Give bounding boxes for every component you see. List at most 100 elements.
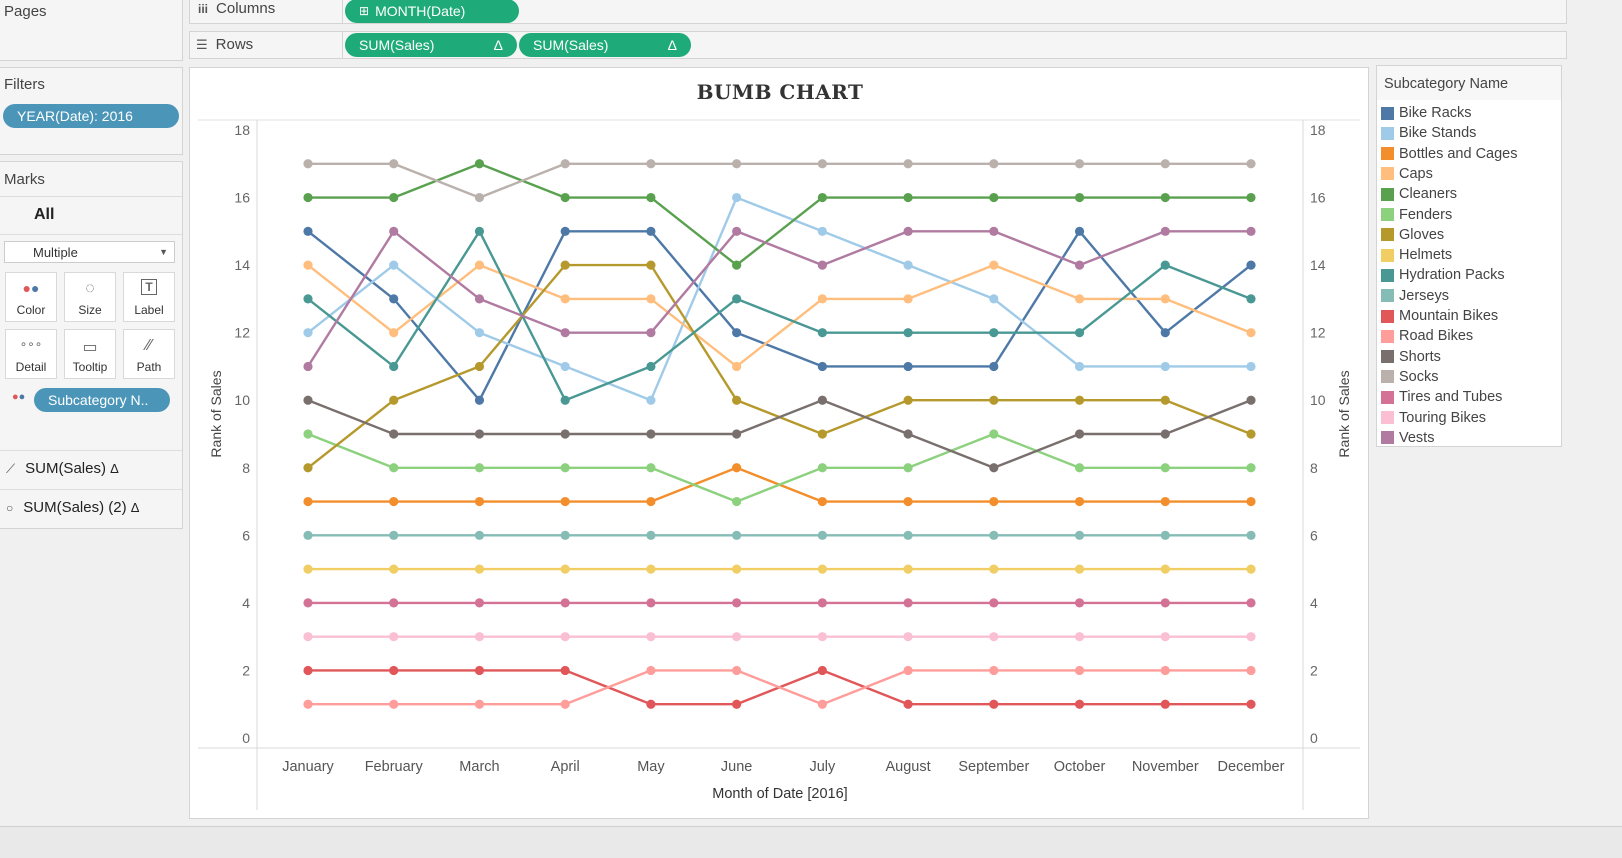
- data-point: [989, 564, 999, 574]
- legend-item[interactable]: Hydration Packs: [1381, 266, 1505, 284]
- size-button[interactable]: ◌ Size: [64, 272, 116, 322]
- data-point: [303, 294, 313, 304]
- rows-pill-sum-sales-1[interactable]: SUM(Sales) Δ: [345, 33, 517, 57]
- data-point: [560, 530, 570, 540]
- data-point: [646, 260, 656, 270]
- data-point: [732, 699, 742, 709]
- color-legend: Subcategory Name Bike Racks Bike Stands Bo…: [1376, 65, 1562, 447]
- legend-item[interactable]: Road Bikes: [1381, 327, 1473, 345]
- filter-pill-year[interactable]: YEAR(Date): 2016: [3, 104, 179, 128]
- data-point: [817, 632, 827, 642]
- columns-pill-month[interactable]: ⊞ MONTH(Date): [345, 0, 519, 23]
- columns-shelf[interactable]: iii Columns ⊞ MONTH(Date): [189, 0, 1567, 24]
- mark-type-select[interactable]: Multiple ▼: [4, 241, 175, 263]
- data-point: [989, 395, 999, 405]
- detail-icon: ∘∘∘: [19, 337, 43, 351]
- legend-item-label: Fenders: [1399, 206, 1453, 223]
- data-point: [389, 226, 399, 236]
- legend-item[interactable]: Fenders: [1381, 206, 1452, 224]
- path-button-label: Path: [136, 360, 162, 374]
- x-tick-label: February: [365, 759, 424, 775]
- pages-card: Pages: [0, 0, 183, 61]
- legend-item[interactable]: Socks: [1381, 368, 1439, 386]
- color-button[interactable]: ●● Color: [5, 272, 57, 322]
- series-line-cleaners: [308, 162, 1251, 267]
- data-point: [560, 260, 570, 270]
- data-point: [560, 361, 570, 372]
- data-point: [732, 395, 742, 405]
- legend-item[interactable]: Caps: [1381, 165, 1433, 183]
- data-point: [474, 226, 485, 236]
- label-button[interactable]: T Label: [123, 272, 175, 322]
- color-field-icon: ●●: [12, 391, 26, 403]
- measure-sum-sales[interactable]: ⟋ SUM(Sales) Δ: [6, 460, 119, 477]
- data-point: [1160, 496, 1170, 507]
- bump-chart[interactable]: BUMB CHART 0 2 4 6 8 10 12 14 16 18 0 2 4 6 8 10 12 14 16…: [190, 68, 1368, 818]
- data-point: [732, 294, 742, 304]
- line-mark-icon: ⟋: [6, 460, 16, 476]
- legend-item[interactable]: Tires and Tubes: [1381, 388, 1502, 406]
- legend-swatch: [1381, 126, 1394, 140]
- data-point: [732, 192, 742, 203]
- data-point: [474, 260, 485, 270]
- data-point: [1246, 564, 1256, 574]
- data-point: [1074, 463, 1085, 473]
- data-point: [1160, 328, 1170, 338]
- data-point: [903, 395, 913, 405]
- y-axis-left: 0 2 4 6 8 10 12 14 16 18: [234, 122, 250, 746]
- data-point: [732, 632, 742, 642]
- color-field-pill[interactable]: Subcategory N..: [34, 388, 170, 412]
- measure-sum-sales-2[interactable]: ○ SUM(Sales) (2) Δ: [6, 499, 139, 516]
- marks-label: Marks: [4, 171, 45, 188]
- data-point: [646, 328, 656, 338]
- data-point: [1074, 294, 1085, 304]
- legend-item[interactable]: Vests: [1381, 429, 1434, 447]
- data-point: [1246, 463, 1256, 473]
- legend-item[interactable]: Cleaners: [1381, 185, 1457, 203]
- data-point: [474, 361, 485, 372]
- rows-pill-sum-sales-2[interactable]: SUM(Sales) Δ: [519, 33, 691, 57]
- legend-item[interactable]: Shorts: [1381, 348, 1441, 366]
- path-button[interactable]: ⁄⁄ Path: [123, 329, 175, 379]
- legend-item[interactable]: Helmets: [1381, 246, 1452, 264]
- data-point: [989, 361, 999, 372]
- legend-item[interactable]: Bottles and Cages: [1381, 145, 1518, 163]
- data-point: [989, 260, 999, 270]
- size-button-label: Size: [78, 303, 102, 317]
- legend-swatch: [1381, 228, 1394, 242]
- marks-divider: [0, 489, 182, 490]
- data-point: [1074, 159, 1085, 169]
- legend-item[interactable]: Bike Racks: [1381, 104, 1472, 122]
- data-point: [646, 361, 656, 372]
- data-point: [389, 598, 399, 608]
- data-point: [817, 226, 827, 236]
- data-point: [817, 328, 827, 338]
- legend-item[interactable]: Gloves: [1381, 226, 1444, 244]
- data-point: [646, 294, 656, 304]
- legend-item[interactable]: Jerseys: [1381, 287, 1449, 305]
- legend-item[interactable]: Touring Bikes: [1381, 409, 1486, 427]
- data-point: [817, 294, 827, 304]
- legend-item[interactable]: Mountain Bikes: [1381, 307, 1498, 325]
- data-point: [474, 665, 485, 676]
- y-tick-label-left: 14: [234, 257, 250, 273]
- legend-item[interactable]: Bike Stands: [1381, 124, 1476, 142]
- rows-icon: ☰: [196, 36, 208, 52]
- legend-item-label: Touring Bikes: [1399, 409, 1487, 426]
- data-point: [646, 564, 656, 574]
- data-point: [1160, 226, 1170, 236]
- data-point: [474, 429, 485, 439]
- legend-swatch: [1381, 208, 1394, 221]
- y-tick-label-right: 8: [1310, 460, 1318, 476]
- data-point: [817, 699, 827, 709]
- legend-item-label: Helmets: [1399, 247, 1453, 264]
- marks-divider: [0, 450, 182, 451]
- rows-shelf[interactable]: ☰ Rows SUM(Sales) Δ SUM(Sales) Δ: [189, 31, 1567, 59]
- tooltip-button[interactable]: ▭ Tooltip: [64, 329, 116, 379]
- marks-all-label[interactable]: All: [34, 206, 55, 223]
- data-point: [817, 598, 827, 608]
- data-point: [1160, 192, 1170, 203]
- data-point: [732, 429, 742, 439]
- detail-button[interactable]: ∘∘∘ Detail: [5, 329, 57, 379]
- data-point: [303, 463, 313, 473]
